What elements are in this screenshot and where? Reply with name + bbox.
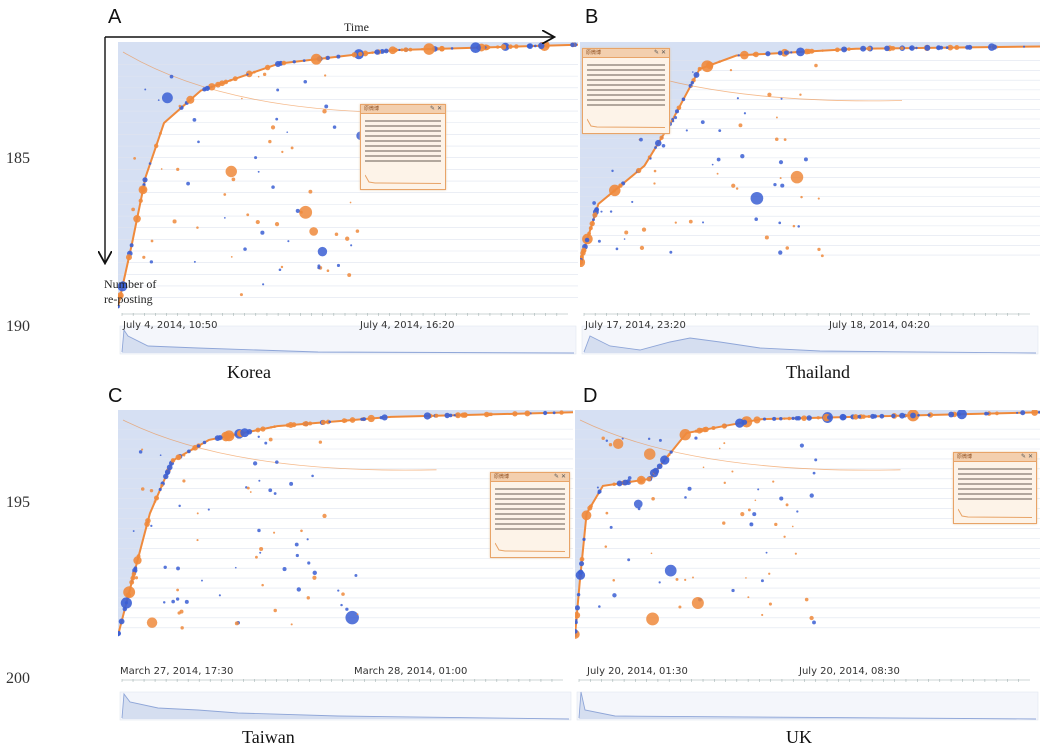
panel-b-country: Thailand	[786, 362, 850, 382]
panel-c-plot: 原微博 ✎ ✕	[118, 410, 573, 640]
panel-d-plot: 原微博 ✎ ✕	[575, 410, 1040, 640]
panel-letter-c: C	[108, 385, 123, 407]
panel-d-country: UK	[786, 727, 812, 747]
panel-d-start-date: July 20, 2014, 01:30	[587, 666, 688, 677]
panel-b-plot: 原微博 ✎ ✕	[580, 42, 1040, 267]
line-number-190: 190	[6, 318, 30, 335]
panel-a-country: Korea	[227, 362, 271, 382]
panel-c-country: Taiwan	[242, 727, 295, 747]
panel-c-timeline	[119, 679, 572, 721]
line-number-195: 195	[6, 494, 30, 511]
panel-b-popup[interactable]: 原微博 ✎ ✕	[582, 48, 670, 134]
panel-letter-b: B	[585, 6, 599, 28]
panel-b-end-date: July 18, 2014, 04:20	[829, 320, 930, 331]
panel-b-start-date: July 17, 2014, 23:20	[585, 320, 686, 331]
panel-c-start-date: March 27, 2014, 17:30	[120, 666, 234, 677]
panel-c-popup[interactable]: 原微博 ✎ ✕	[490, 472, 570, 558]
count-axis-label-line1: Number of	[104, 277, 157, 291]
panel-a-end-date: July 4, 2014, 16:20	[360, 320, 455, 331]
panel-d-popup[interactable]: 原微博 ✎ ✕	[953, 452, 1037, 524]
panel-d-end-date: July 20, 2014, 08:30	[799, 666, 900, 677]
count-axis-label-line2: re-posting	[104, 292, 153, 306]
panel-d-timeline	[576, 679, 1039, 721]
panel-b-timeline	[581, 313, 1039, 355]
panel-a-popup[interactable]: 原微博 ✎ ✕	[360, 104, 446, 190]
panel-letter-d: D	[583, 385, 598, 407]
panel-a-svg	[118, 42, 578, 309]
panel-a-start-date: July 4, 2014, 10:50	[123, 320, 218, 331]
line-number-200: 200	[6, 670, 30, 687]
time-axis-label: Time	[344, 20, 369, 34]
line-number-185: 185	[6, 150, 30, 167]
panel-a-plot: 原微博 ✎ ✕	[118, 42, 578, 312]
panel-c-end-date: March 28, 2014, 01:00	[354, 666, 468, 677]
panel-letter-a: A	[108, 6, 122, 28]
panel-a-timeline	[119, 313, 577, 355]
